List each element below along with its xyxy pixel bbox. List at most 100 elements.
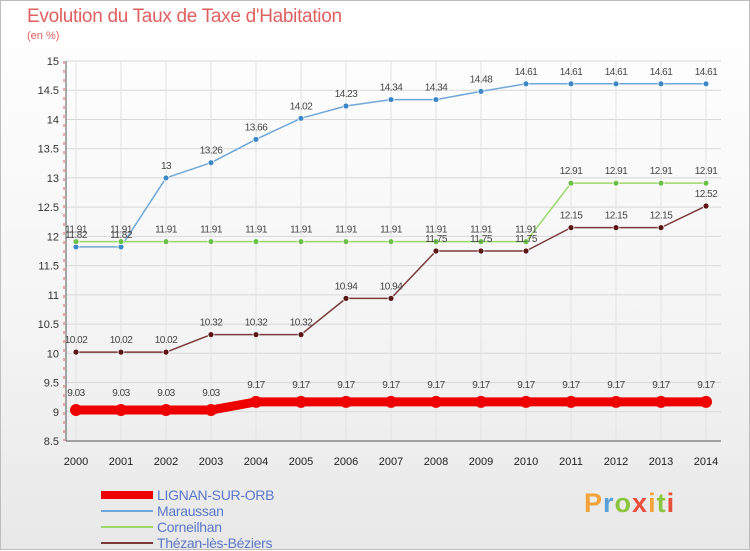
data-label: 14.02 — [290, 101, 313, 112]
data-point — [385, 395, 397, 408]
x-tick-label: 2001 — [109, 456, 133, 468]
data-point — [522, 80, 530, 88]
data-label: 11.91 — [380, 225, 403, 236]
legend-swatch — [101, 526, 153, 528]
data-point — [387, 294, 395, 302]
y-tick-label: 8.5 — [44, 436, 59, 448]
data-label: 14.61 — [650, 67, 673, 78]
data-label: 11.91 — [470, 225, 493, 236]
logo-letter: P — [584, 488, 604, 518]
proxiti-logo: Proxiti — [584, 488, 675, 519]
x-tick-label: 2013 — [649, 456, 673, 468]
data-point — [522, 238, 530, 246]
data-point — [250, 395, 262, 408]
y-tick-label: 14 — [47, 114, 59, 126]
data-point — [475, 395, 487, 408]
data-label: 13 — [161, 161, 172, 172]
legend-swatch — [101, 542, 153, 544]
data-label: 9.17 — [697, 380, 715, 391]
data-point — [207, 238, 215, 246]
data-label: 10.32 — [200, 318, 223, 329]
x-tick-label: 2012 — [604, 456, 628, 468]
data-label: 10.94 — [380, 281, 403, 292]
data-label: 14.48 — [470, 74, 493, 85]
data-label: 14.23 — [335, 89, 358, 100]
data-label: 12.15 — [560, 211, 583, 222]
x-tick-label: 2002 — [154, 456, 178, 468]
data-point — [430, 395, 442, 408]
data-label: 12.91 — [560, 166, 583, 177]
data-point — [252, 135, 260, 143]
data-label: 11.91 — [110, 225, 133, 236]
x-tick-label: 2006 — [334, 456, 358, 468]
data-label: 10.32 — [245, 318, 268, 329]
data-point — [207, 159, 215, 167]
data-point — [72, 348, 80, 356]
data-label: 11.91 — [65, 225, 88, 236]
series-th-zan-l-s-b-ziers: 10.02 10.02 10.02 10.32 10.32 10.32 10.94 10.94… — [65, 189, 719, 356]
data-point — [612, 224, 620, 232]
data-point — [565, 395, 577, 408]
legend-label: Corneilhan — [157, 519, 222, 535]
series-maraussan: 11.82 11.82 13 13.26 13.66 14.02 14.23 14.34 14.… — [65, 67, 719, 251]
legend-item: LIGNAN-SUR-ORB — [101, 487, 274, 503]
data-point — [657, 179, 665, 187]
data-label: 11.82 — [65, 230, 88, 241]
data-point — [655, 395, 667, 408]
data-label: 9.17 — [472, 380, 490, 391]
x-tick-label: 2008 — [424, 456, 448, 468]
y-tick-label: 11.5 — [38, 261, 59, 273]
data-label: 11.75 — [425, 234, 448, 245]
logo-letter: o — [614, 488, 633, 518]
data-point — [702, 202, 710, 210]
logo-letter: r — [603, 488, 615, 518]
data-label: 12.15 — [650, 211, 673, 222]
data-label: 14.61 — [515, 67, 538, 78]
data-point — [162, 348, 170, 356]
data-point — [295, 395, 307, 408]
y-tick-label: 14.5 — [38, 85, 59, 97]
data-label: 13.66 — [245, 122, 268, 133]
data-point — [342, 294, 350, 302]
data-label: 9.17 — [337, 380, 355, 391]
data-point — [205, 404, 217, 417]
data-point — [612, 80, 620, 88]
data-point — [252, 238, 260, 246]
data-label: 11.75 — [515, 234, 538, 245]
y-tick-label: 11 — [48, 290, 59, 302]
logo-letter: i — [648, 488, 657, 518]
chart-title: Evolution du Taux de Taxe d'Habitation — [27, 6, 342, 27]
y-tick-label: 13.5 — [38, 144, 59, 156]
data-point — [387, 96, 395, 103]
data-label: 12.91 — [605, 166, 628, 177]
data-label: 9.17 — [382, 380, 400, 391]
data-point — [477, 238, 485, 246]
y-tick-label: 10 — [47, 348, 59, 360]
data-point — [567, 80, 575, 88]
data-label: 14.61 — [605, 67, 628, 78]
y-tick-label: 13 — [47, 173, 59, 185]
data-point — [342, 102, 350, 110]
data-label: 14.34 — [380, 83, 403, 94]
data-point — [162, 238, 170, 246]
data-point — [702, 179, 710, 187]
data-point — [340, 395, 352, 408]
data-label: 9.17 — [247, 380, 265, 391]
data-point — [70, 404, 82, 417]
x-tick-label: 2004 — [244, 456, 268, 468]
data-point — [117, 348, 125, 356]
data-label: 9.17 — [517, 380, 535, 391]
data-label: 12.52 — [695, 189, 718, 200]
data-label: 9.17 — [292, 380, 310, 391]
data-point — [520, 395, 532, 408]
data-point — [477, 247, 485, 255]
data-point — [700, 395, 712, 408]
data-point — [610, 395, 622, 408]
y-tick-label: 9.5 — [44, 378, 59, 390]
data-point — [207, 331, 215, 339]
x-tick-label: 2007 — [379, 456, 403, 468]
data-label: 13.26 — [200, 146, 223, 157]
data-label: 11.91 — [515, 225, 538, 236]
